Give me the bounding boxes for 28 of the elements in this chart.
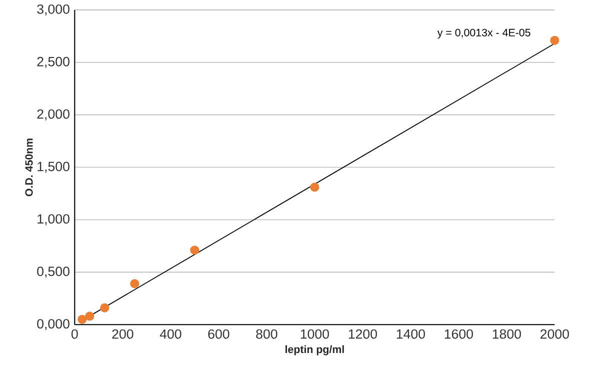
x-axis-title: leptin pg/ml bbox=[285, 345, 344, 356]
x-tick-label: 1600 bbox=[444, 330, 473, 339]
x-tick-label: 0 bbox=[71, 330, 78, 339]
point bbox=[310, 182, 320, 192]
point bbox=[78, 315, 87, 324]
point bbox=[550, 36, 560, 46]
x-tick-label: 1200 bbox=[348, 330, 377, 339]
y-axis-title: O.D. 450nm bbox=[25, 138, 33, 196]
point bbox=[130, 279, 140, 288]
y-tick-label: 1,500 bbox=[38, 162, 70, 173]
point bbox=[85, 312, 94, 321]
x-tick-label: 1800 bbox=[492, 330, 521, 339]
x-tick-label: 400 bbox=[160, 330, 182, 339]
y-tick-label: 0,500 bbox=[37, 266, 70, 278]
y-tick-label: 2,000 bbox=[37, 110, 70, 121]
annotation: y = 0,0013x - 4E-05 bbox=[437, 29, 530, 39]
x-tick-label: 600 bbox=[208, 330, 230, 339]
y-tick-label: 3,000 bbox=[37, 4, 70, 16]
point bbox=[190, 246, 200, 255]
y-tick-label: 0,000 bbox=[37, 319, 70, 330]
point bbox=[100, 303, 110, 313]
x-tick-label: 200 bbox=[112, 330, 134, 339]
x-tick-label: 1400 bbox=[396, 330, 425, 339]
x-tick-label: 800 bbox=[256, 330, 278, 339]
x-tick-label: 2000 bbox=[540, 330, 569, 339]
y-tick-label: 2,500 bbox=[37, 57, 70, 68]
y-tick-label: 1,000 bbox=[38, 214, 70, 226]
x-tick-label: 1000 bbox=[300, 330, 329, 339]
